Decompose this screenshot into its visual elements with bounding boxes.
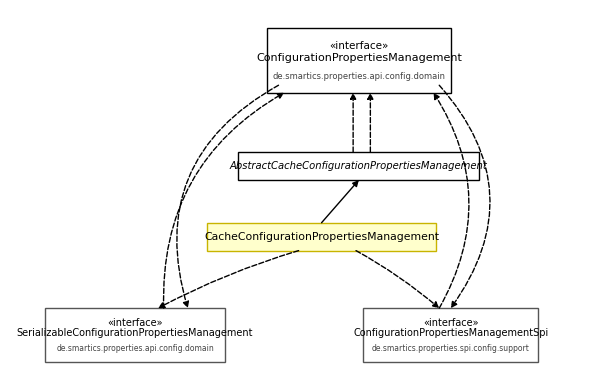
Text: «interface»: «interface»	[329, 41, 389, 51]
FancyBboxPatch shape	[363, 308, 538, 362]
Text: «interface»: «interface»	[423, 318, 478, 328]
Text: SerializableConfigurationPropertiesManagement: SerializableConfigurationPropertiesManag…	[17, 328, 253, 338]
Text: CacheConfigurationPropertiesManagement: CacheConfigurationPropertiesManagement	[204, 232, 439, 242]
Text: «interface»: «interface»	[107, 318, 163, 328]
Text: AbstractCacheConfigurationPropertiesManagement: AbstractCacheConfigurationPropertiesMana…	[230, 161, 488, 171]
Text: de.smartics.properties.api.config.domain: de.smartics.properties.api.config.domain	[56, 344, 214, 353]
FancyBboxPatch shape	[267, 28, 451, 93]
FancyBboxPatch shape	[45, 308, 226, 362]
Text: ConfigurationPropertiesManagement: ConfigurationPropertiesManagement	[256, 53, 462, 63]
Text: de.smartics.properties.spi.config.support: de.smartics.properties.spi.config.suppor…	[372, 344, 530, 353]
Text: de.smartics.properties.api.config.domain: de.smartics.properties.api.config.domain	[272, 72, 445, 81]
FancyBboxPatch shape	[207, 223, 437, 251]
FancyBboxPatch shape	[239, 152, 480, 180]
Text: ConfigurationPropertiesManagementSpi: ConfigurationPropertiesManagementSpi	[353, 328, 549, 338]
